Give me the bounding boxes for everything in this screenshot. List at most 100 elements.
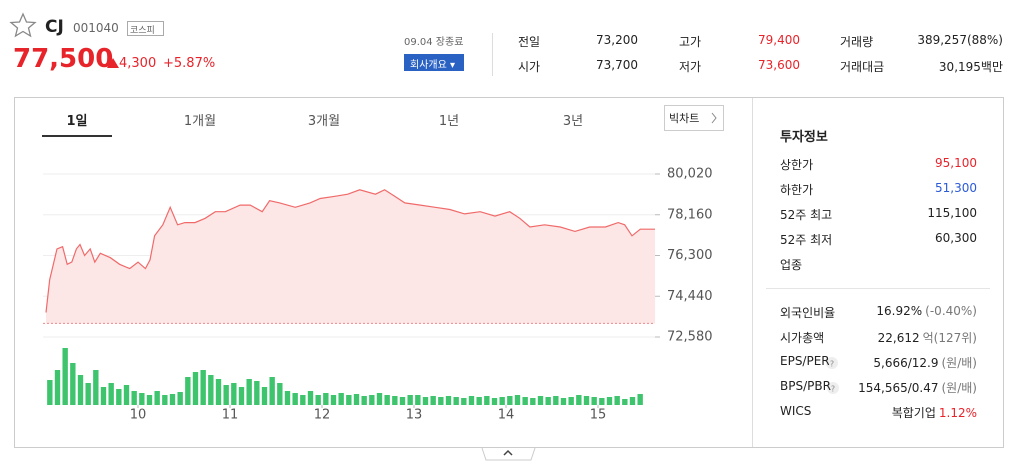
- info-value: 51,300: [935, 181, 977, 195]
- info-value: 복합기업: [891, 406, 936, 420]
- info-label: 외국인비율: [780, 306, 836, 320]
- volume-bar: [93, 370, 99, 405]
- info-title: 투자정보: [780, 130, 828, 145]
- y-tick-label: 72,580: [667, 330, 713, 345]
- volume-bar: [407, 395, 413, 405]
- stock-code: 001040: [73, 21, 119, 35]
- volume-bar: [116, 389, 122, 405]
- info-label: 하한가: [780, 183, 814, 197]
- company-button[interactable]: 회사개요 ▾: [410, 60, 456, 71]
- quote-label: 거래대금: [840, 60, 885, 74]
- help-icon[interactable]: [827, 382, 839, 394]
- volume-bar: [507, 396, 513, 405]
- volume-bar: [62, 348, 68, 405]
- info-row: EPS/PER 5,666/12.9 (원/배): [780, 354, 977, 372]
- price-change: 4,300: [119, 56, 157, 71]
- volume-bar: [254, 381, 260, 405]
- info-value-group: 5,666/12.9 (원/배): [873, 354, 977, 371]
- volume-bar: [70, 363, 76, 405]
- volume-bar: [606, 397, 613, 405]
- volume-bar: [169, 394, 176, 405]
- period-tab[interactable]: 1년: [438, 114, 460, 129]
- volume-bar: [185, 377, 191, 405]
- x-tick-label: 13: [406, 408, 423, 423]
- volume-bar: [530, 398, 536, 405]
- collapse-tab[interactable]: [481, 447, 536, 461]
- volume-bar: [162, 395, 168, 405]
- volume-bar: [307, 391, 314, 405]
- volume-bar: [392, 396, 398, 405]
- volume-bar: [353, 394, 360, 405]
- collapse-chevron: [503, 449, 513, 456]
- volume-bar: [47, 380, 53, 405]
- quote-value: 30,195백만: [938, 60, 1003, 74]
- volume-bar: [369, 395, 375, 405]
- quote-value: 389,257(88%): [917, 33, 1003, 47]
- info-value: 16.92%: [876, 304, 923, 318]
- volume-bar: [476, 397, 482, 405]
- volume-bar: [215, 379, 222, 405]
- price-change-pct: +5.87%: [163, 56, 216, 71]
- info-value-group: 복합기업 1.12%: [892, 404, 977, 421]
- volume-bar: [54, 370, 61, 405]
- price: 77,500: [13, 44, 114, 74]
- volume-bar: [100, 387, 107, 405]
- volume-bar: [208, 375, 214, 405]
- volume-bar: [131, 391, 137, 405]
- volume-bar: [514, 395, 521, 405]
- quote-label: 시가: [518, 60, 541, 74]
- volume-bar: [629, 397, 636, 405]
- period-tab[interactable]: 1개월: [183, 114, 217, 129]
- help-icon[interactable]: [826, 357, 838, 369]
- big-chart-label[interactable]: 빅차트: [669, 112, 700, 125]
- info-row: 시가총액 22,612 억(127위): [780, 329, 977, 347]
- quote-label: 거래량: [840, 35, 874, 49]
- volume-bar: [599, 398, 605, 405]
- period-tab[interactable]: 3년: [562, 114, 584, 129]
- volume-bar: [338, 393, 344, 405]
- info-label: EPS/PER: [780, 354, 830, 368]
- quote-value: 73,700: [596, 58, 638, 72]
- market-badge: [127, 21, 164, 36]
- period-tab[interactable]: 1일: [66, 114, 88, 129]
- info-value: 5,666/12.9: [873, 356, 939, 370]
- volume-bar: [146, 395, 153, 405]
- period-tab[interactable]: 3개월: [307, 114, 341, 129]
- volume-bar: [491, 398, 498, 405]
- volume-bar: [422, 397, 429, 405]
- volume-bar: [568, 397, 574, 405]
- volume-bar: [300, 395, 306, 405]
- volume-bar: [553, 396, 559, 405]
- help-mark: ?: [831, 385, 835, 394]
- quote-value: 79,400: [758, 33, 800, 47]
- volume-bar: [192, 372, 199, 405]
- volume-bar: [430, 396, 436, 405]
- big-chart-button[interactable]: [664, 105, 724, 131]
- volume-bar: [231, 383, 237, 405]
- info-row: 업종: [780, 256, 977, 274]
- company-button-bg[interactable]: [404, 54, 464, 71]
- quote-label: 고가: [679, 35, 702, 49]
- volume-bar: [139, 393, 145, 405]
- volume-bar: [537, 396, 544, 405]
- y-tick-label: 76,300: [667, 248, 713, 263]
- info-label: 시가총액: [780, 331, 825, 345]
- volume-bar: [223, 385, 229, 405]
- volume-bar: [361, 396, 367, 405]
- y-tick-label: 78,160: [667, 207, 713, 222]
- info-unit: 1.12%: [938, 406, 977, 420]
- volume-bar: [614, 396, 620, 405]
- volume-bar: [376, 393, 383, 405]
- volume-bar: [468, 396, 475, 405]
- quote-label: 저가: [679, 60, 702, 74]
- info-value: 154,565/0.47: [858, 381, 939, 395]
- volume-bar: [261, 387, 268, 405]
- volume-bar: [330, 395, 337, 405]
- favorite-star[interactable]: [9, 12, 37, 38]
- volume-bar: [200, 370, 206, 405]
- up-arrow: [107, 58, 119, 68]
- info-row: 상한가 95,100: [780, 156, 977, 174]
- info-value: 22,612: [877, 331, 920, 345]
- volume-bar: [560, 398, 567, 405]
- stock-name: CJ: [45, 17, 64, 37]
